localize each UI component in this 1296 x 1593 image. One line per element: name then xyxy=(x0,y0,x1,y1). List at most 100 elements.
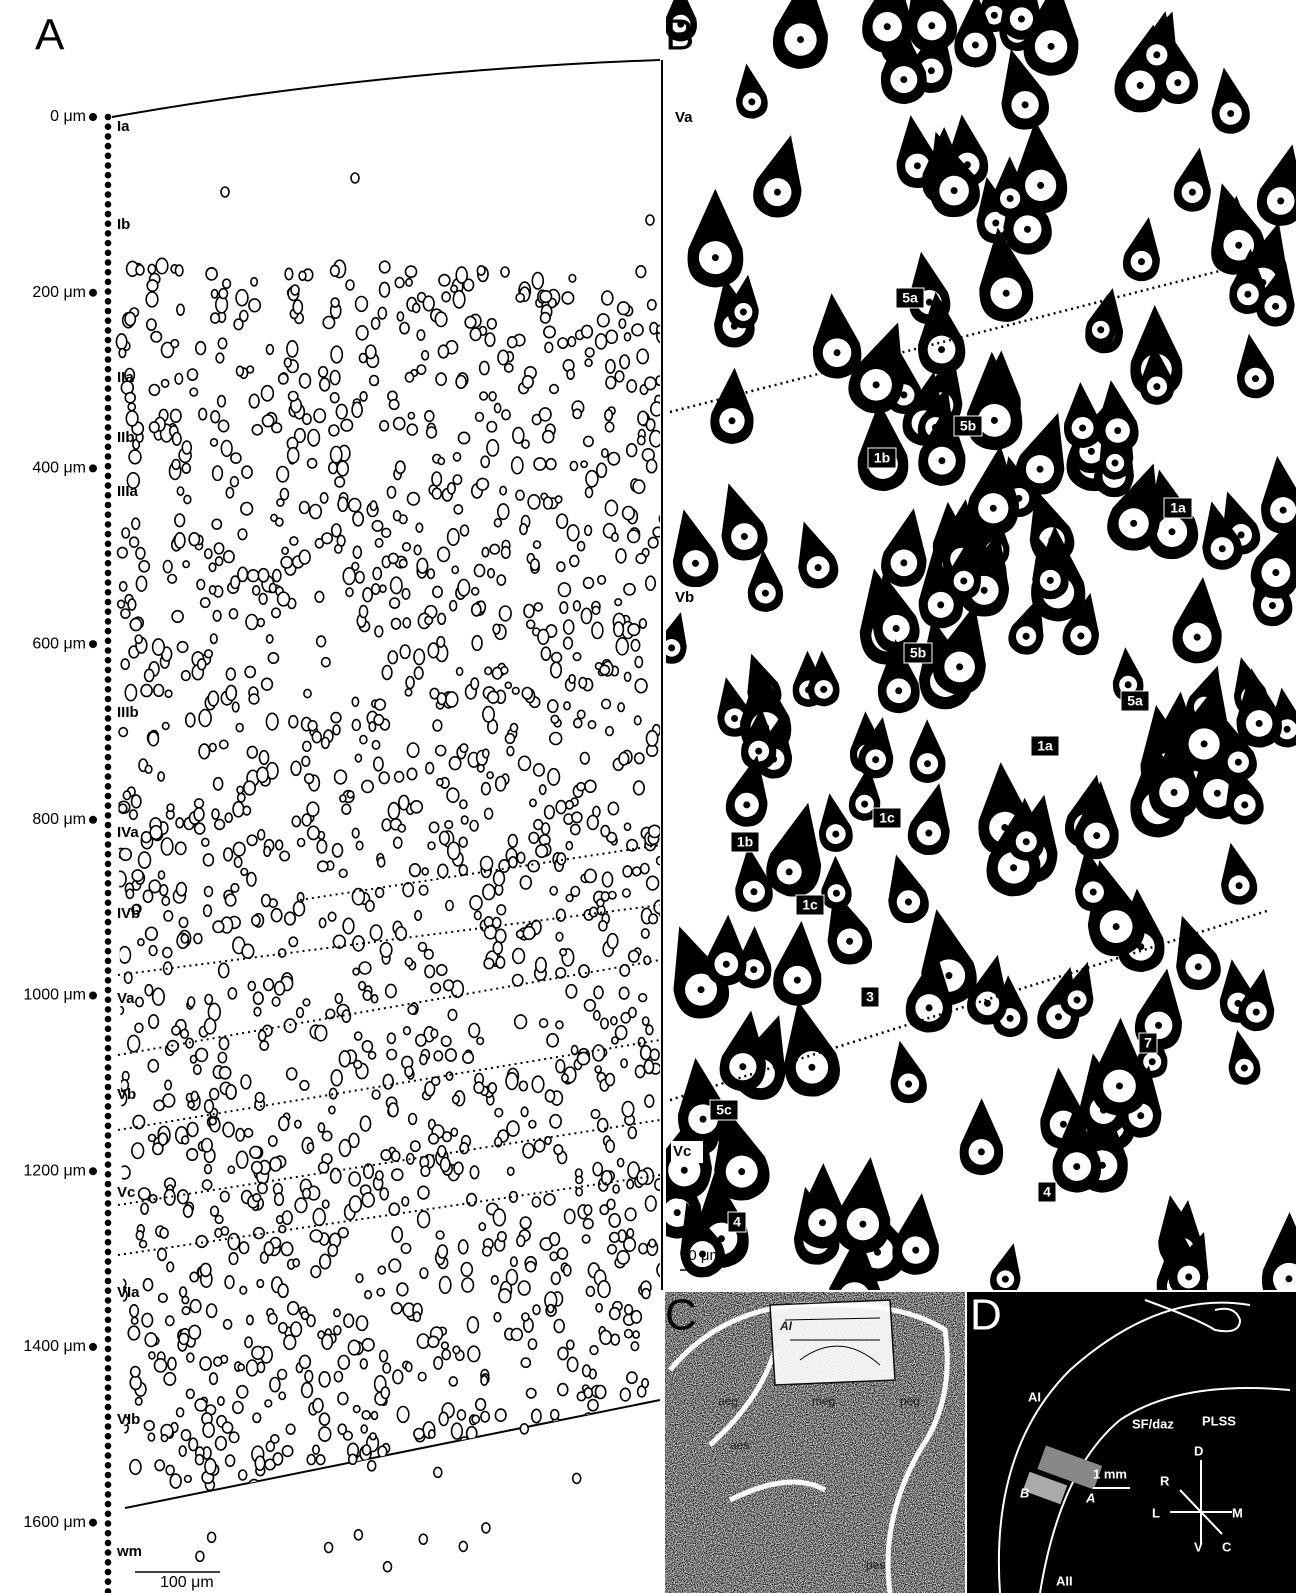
depth-dot xyxy=(104,860,112,868)
cell xyxy=(394,276,405,289)
cell xyxy=(300,1381,314,1399)
cell xyxy=(230,882,240,893)
cell xyxy=(260,893,272,908)
neuron xyxy=(1074,781,1119,860)
cell xyxy=(583,524,593,537)
cell xyxy=(455,266,468,284)
cell xyxy=(564,799,575,810)
cell xyxy=(187,1100,195,1109)
cell xyxy=(404,1361,413,1373)
cell xyxy=(333,1370,344,1383)
cell xyxy=(203,1099,215,1114)
cell xyxy=(313,408,327,424)
neuron xyxy=(967,445,1019,536)
cell xyxy=(271,1483,284,1496)
nucleolus xyxy=(814,564,822,572)
layer-label: IIIa xyxy=(117,483,139,500)
cell xyxy=(306,825,320,841)
cell xyxy=(147,1133,157,1143)
cell xyxy=(565,840,574,851)
cell xyxy=(511,686,520,695)
cell xyxy=(374,1170,384,1181)
cell xyxy=(645,458,658,474)
cell xyxy=(212,920,225,934)
cell xyxy=(521,374,534,389)
cell xyxy=(533,818,544,831)
cell xyxy=(228,1251,239,1266)
cell xyxy=(277,1322,288,1334)
cell xyxy=(646,298,657,311)
depth-dot xyxy=(104,1316,112,1324)
cell xyxy=(209,437,219,447)
cell xyxy=(337,1354,351,1370)
nucleolus xyxy=(912,1246,920,1254)
cell xyxy=(624,1207,637,1222)
cell xyxy=(400,1489,413,1504)
cell xyxy=(183,494,192,505)
ai-block xyxy=(769,1299,896,1386)
cell xyxy=(386,1032,397,1045)
depth-dot xyxy=(104,1132,112,1139)
cell xyxy=(246,745,259,759)
cell xyxy=(638,992,648,1003)
cell xyxy=(436,635,446,648)
depth-dot xyxy=(104,1035,112,1042)
depth-label: 800 μm xyxy=(32,811,86,828)
cell xyxy=(209,1205,220,1217)
cell xyxy=(416,364,427,375)
neuron xyxy=(672,509,719,588)
depth-dot xyxy=(104,268,112,276)
neuron xyxy=(710,367,754,444)
cell xyxy=(425,761,435,775)
cell xyxy=(221,278,232,290)
neuron xyxy=(959,1098,1004,1176)
cell xyxy=(118,945,132,964)
neuron xyxy=(1138,11,1176,75)
cell xyxy=(549,885,559,896)
cell xyxy=(298,1354,312,1370)
cell xyxy=(225,1084,237,1100)
depth-dot xyxy=(104,1345,112,1353)
cell xyxy=(478,1222,487,1232)
nucleolus xyxy=(925,829,933,837)
neuron xyxy=(807,650,840,707)
cell xyxy=(232,800,245,818)
cell xyxy=(445,1071,454,1081)
region-label: meg xyxy=(812,1394,835,1408)
cell xyxy=(194,340,207,356)
neuron xyxy=(721,483,768,561)
cell xyxy=(131,517,141,531)
cell xyxy=(436,692,447,706)
cell xyxy=(441,1131,453,1143)
cell xyxy=(276,1368,288,1381)
layer-label: Ib xyxy=(117,216,130,233)
pia-line xyxy=(111,59,661,118)
cell xyxy=(296,891,305,903)
cell xyxy=(167,1356,177,1371)
nucleolus xyxy=(1087,447,1095,455)
cell xyxy=(565,1455,578,1473)
nucleolus xyxy=(820,685,828,693)
cell xyxy=(170,338,180,349)
depth-dot xyxy=(104,559,112,567)
cell-label: 1a xyxy=(1037,738,1053,754)
cell xyxy=(430,982,442,994)
nucleolus xyxy=(785,868,793,876)
cell xyxy=(409,1140,421,1153)
neuron xyxy=(725,755,768,827)
cell xyxy=(379,584,387,594)
cell xyxy=(600,698,612,710)
cell xyxy=(361,1410,371,1421)
cell xyxy=(555,908,567,922)
region-a xyxy=(1037,1445,1103,1490)
cell xyxy=(281,1210,293,1226)
cell xyxy=(195,1234,209,1249)
cell xyxy=(626,1371,638,1385)
cell xyxy=(448,599,458,612)
cell xyxy=(118,581,128,592)
cell xyxy=(559,947,568,957)
cell xyxy=(546,1033,559,1048)
nucleolus xyxy=(980,586,988,594)
depth-dot xyxy=(104,317,112,325)
cell xyxy=(644,1476,658,1495)
